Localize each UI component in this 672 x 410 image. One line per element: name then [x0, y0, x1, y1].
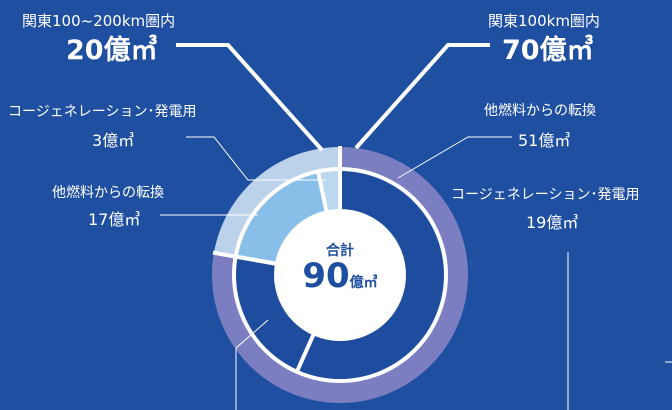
- leader-line-region-within100: [354, 43, 490, 150]
- inner-separator-1: [295, 332, 316, 373]
- region-value-number: 70: [502, 35, 540, 66]
- segment-value-unit: 億㎥: [108, 210, 141, 229]
- region-value-unit: 億㎥: [103, 35, 158, 66]
- region-label-within100: 関東100km圏内: [488, 12, 600, 30]
- segment-label-other-fuel-17: 他燃料からの転換: [52, 185, 164, 201]
- inner-separator-3: [316, 170, 329, 213]
- center-disc: [274, 209, 406, 341]
- outer-separator-1: [212, 250, 278, 266]
- outer-segment-100to200: [213, 147, 340, 257]
- segment-value-cogen-3: 3億㎥: [92, 127, 134, 151]
- center-total-value: 90億㎥: [280, 256, 400, 296]
- segment-value-cogen-19: 19億㎥: [526, 209, 578, 233]
- inner-segment-cogen-19: [234, 256, 314, 372]
- inner-segment-other-fuel-51: [296, 169, 446, 381]
- region-value-unit: 億㎥: [539, 35, 594, 66]
- segment-value-unit: 億㎥: [102, 131, 135, 150]
- segment-value-number: 3: [92, 131, 103, 150]
- region-value-number: 20: [66, 35, 104, 66]
- center-total-label: 合計: [326, 243, 354, 259]
- region-label-100to200: 関東100~200km圏内: [22, 12, 176, 30]
- segment-value-other-fuel-17: 17億㎥: [88, 206, 140, 230]
- leader-line-region-100to200: [176, 43, 324, 152]
- leader-line-bottom: [235, 319, 269, 410]
- leader-line-seg-other-fuel-51: [397, 136, 512, 179]
- leader-line-seg-cogen-3: [186, 136, 326, 181]
- segment-value-number: 19: [526, 213, 547, 232]
- center-total-number: 90: [302, 256, 350, 296]
- inner-segment-other-fuel-17: [235, 171, 327, 264]
- segment-value-number: 51: [518, 131, 539, 150]
- region-value-100to200: 20億㎥: [66, 28, 158, 67]
- region-value-within100: 70億㎥: [502, 28, 594, 67]
- segment-value-unit: 億㎥: [546, 213, 579, 232]
- segment-value-number: 17: [88, 210, 109, 229]
- center-total-unit: 億㎥: [349, 275, 378, 291]
- segment-label-cogen-3: コージェネレーション･発電用: [8, 104, 197, 120]
- ring-separators: [212, 146, 448, 383]
- leader-lines: [160, 43, 672, 410]
- segment-label-other-fuel-51: 他燃料からの転換: [484, 103, 596, 119]
- segment-value-other-fuel-51: 51億㎥: [518, 127, 570, 151]
- segment-label-cogen-19: コージェネレーション･発電用: [451, 187, 640, 203]
- outer-ring: [212, 147, 468, 403]
- segment-value-unit: 億㎥: [538, 131, 571, 150]
